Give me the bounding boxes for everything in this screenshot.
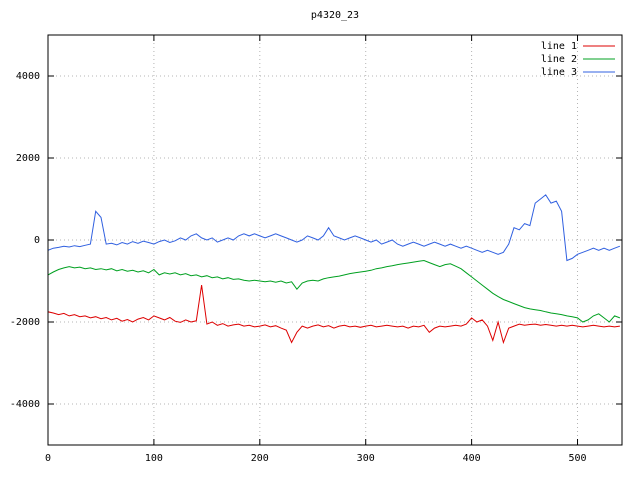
series-line-2	[48, 259, 621, 323]
y-tick-label: 0	[34, 235, 40, 246]
x-tick-label: 100	[145, 453, 163, 464]
y-tick-label: -4000	[10, 399, 40, 410]
y-tick-label: 2000	[16, 153, 40, 164]
chart-title: p4320_23	[311, 10, 359, 21]
x-tick-label: 200	[251, 453, 269, 464]
x-tick-label: 500	[568, 453, 586, 464]
legend-label: line 3	[541, 67, 577, 78]
grid-lines	[47, 35, 622, 445]
series-line-3	[48, 194, 621, 262]
axes: 0 100 200 300 400 500 -4000 -2000 0 2000 4000	[10, 34, 623, 464]
x-tick-label: 300	[357, 453, 375, 464]
y-tick-label: -2000	[10, 317, 40, 328]
legend: line 1 line 2 line 3	[541, 41, 615, 78]
legend-label: line 1	[541, 41, 577, 52]
x-tick-label: 400	[463, 453, 481, 464]
y-tick-label: 4000	[16, 71, 40, 82]
legend-label: line 2	[541, 54, 577, 65]
series-lines	[48, 194, 621, 345]
series-line-1	[48, 285, 620, 345]
plot-border	[47, 34, 623, 446]
x-tick-label: 0	[45, 453, 51, 464]
